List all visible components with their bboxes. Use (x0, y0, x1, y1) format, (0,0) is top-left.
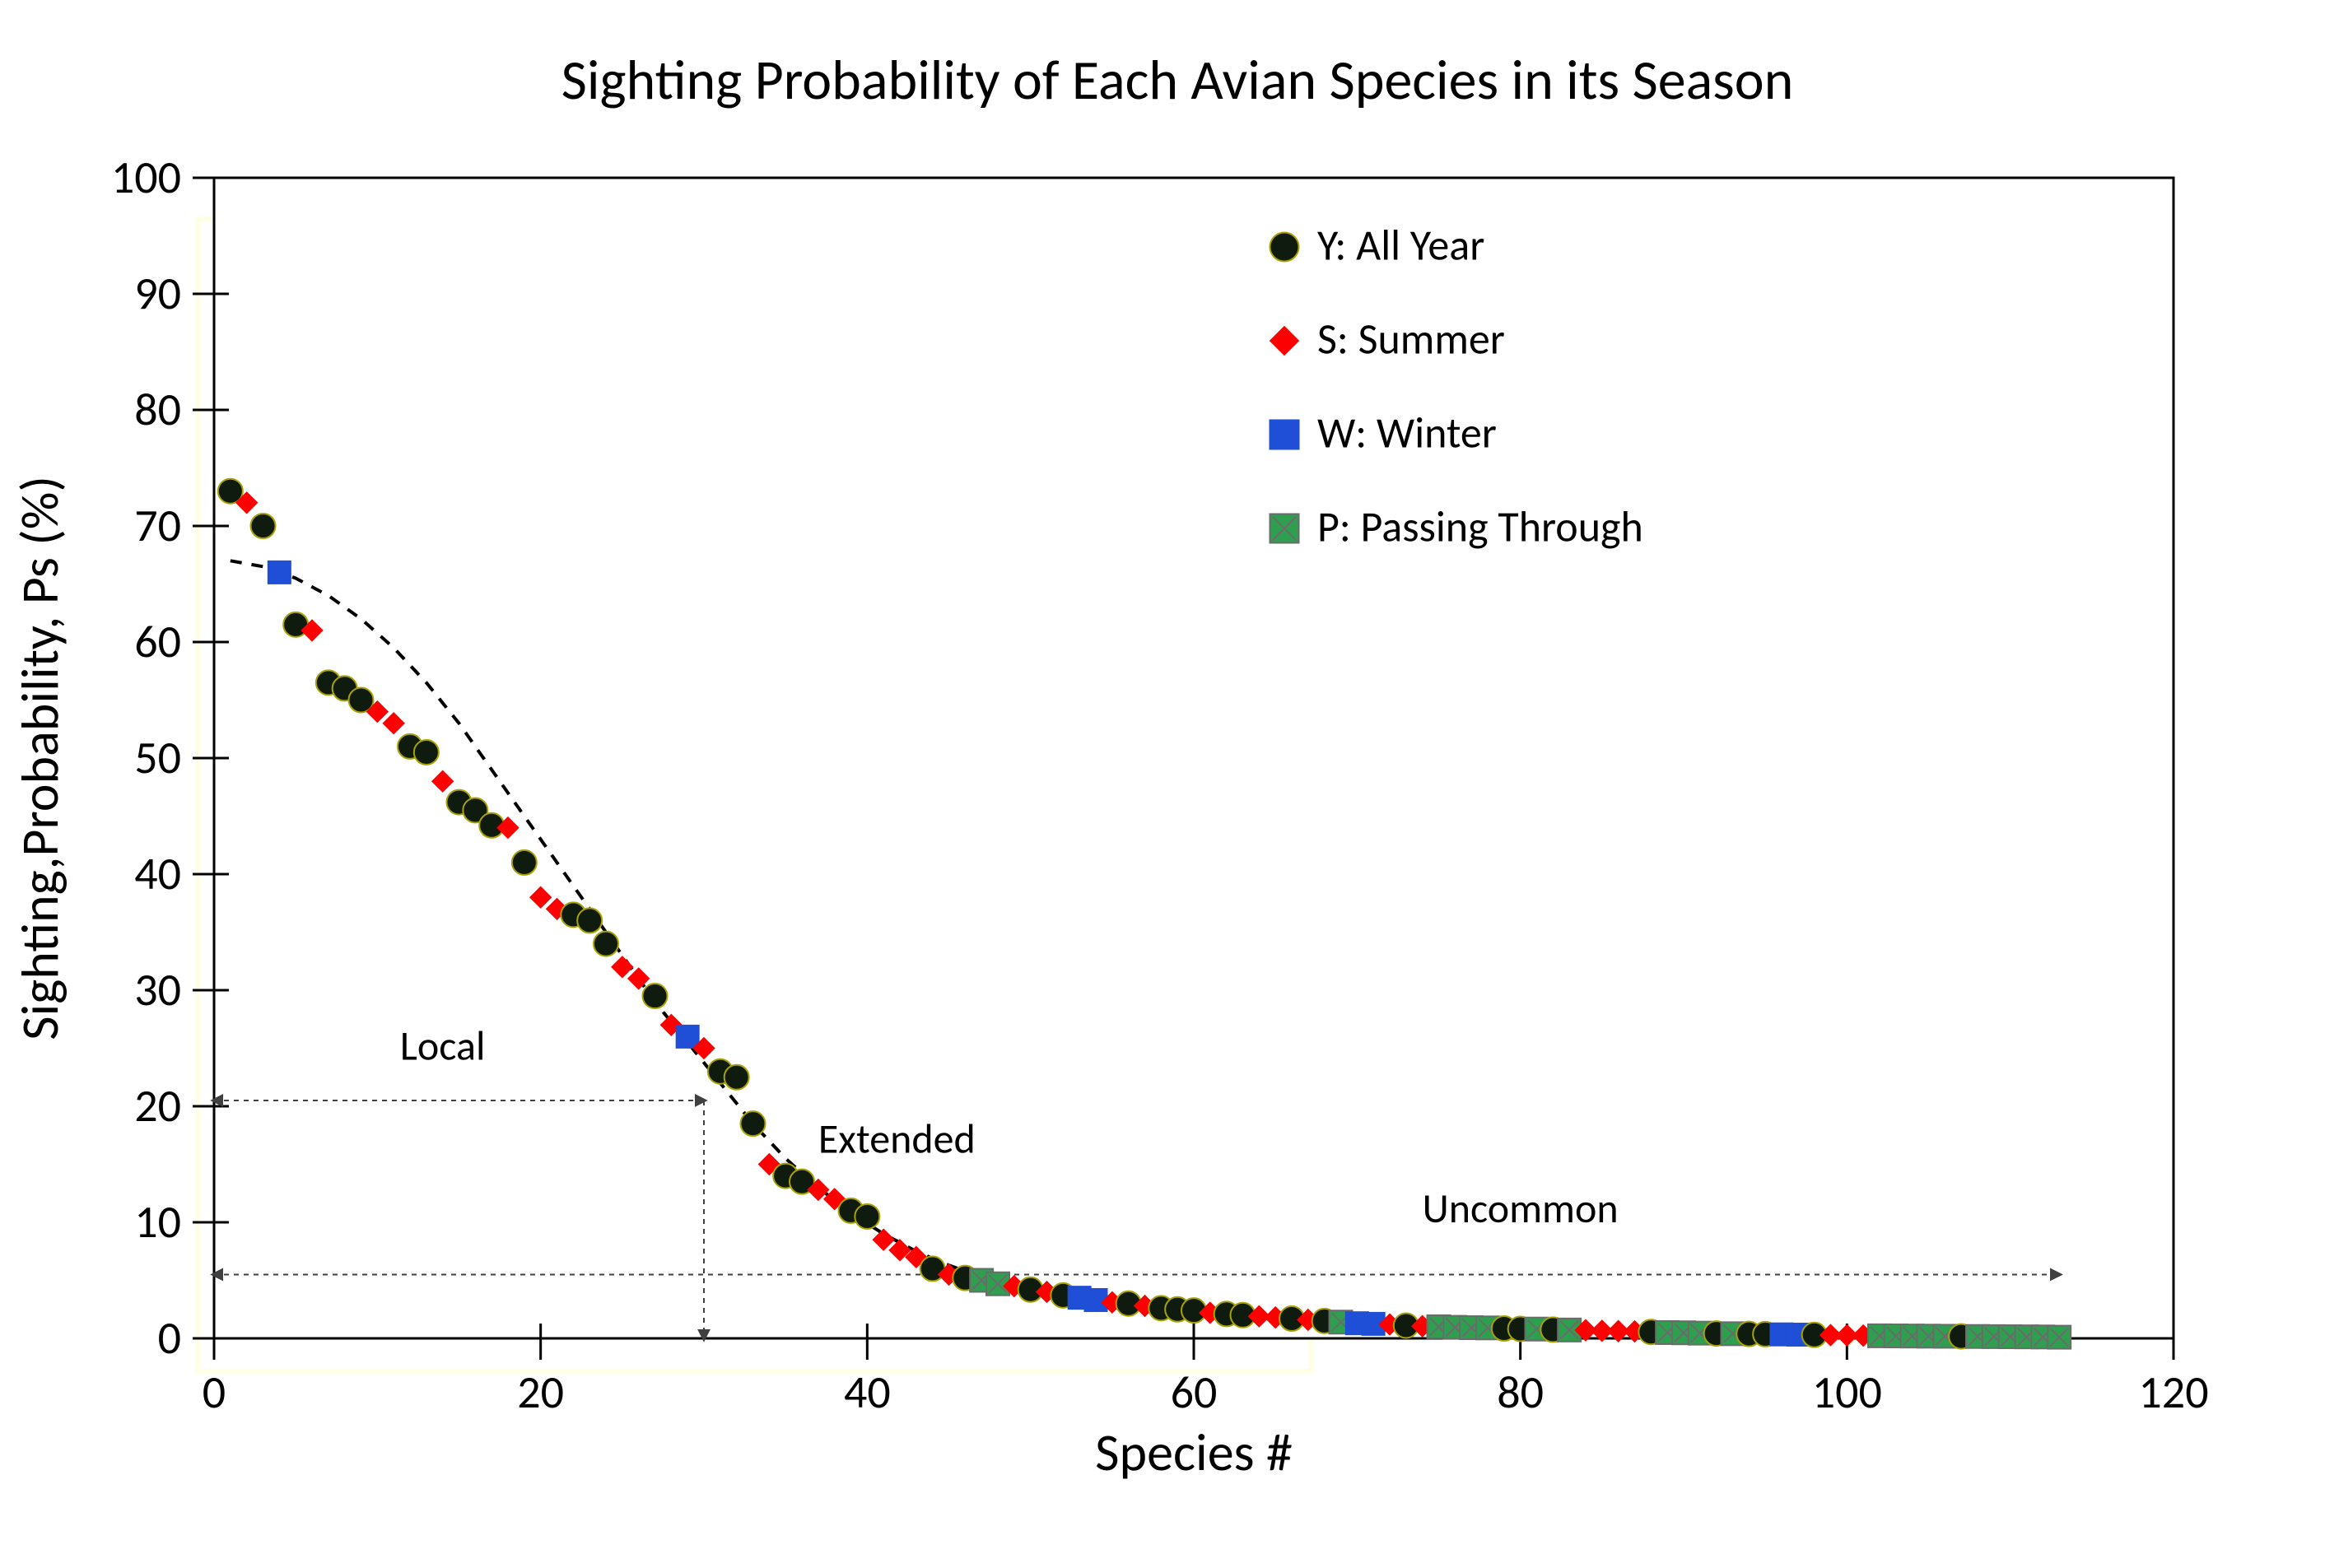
annotation-extended: Extended (818, 1114, 976, 1164)
y-axis-label: Sighting,Probability, Ps (%) (8, 476, 72, 1040)
data-point (577, 908, 602, 933)
annotation-uncommon: Uncommon (1423, 1184, 1619, 1234)
data-point (741, 1111, 766, 1136)
y-tick-label: 40 (134, 846, 181, 902)
data-point (643, 984, 668, 1008)
chart-container: 0 20 40 60 80 100 120 Species # 0 10 20 30 40 50 60 70 8… (0, 0, 2325, 1568)
y-tick-label: 20 (134, 1078, 181, 1134)
data-point (251, 514, 276, 538)
x-tick-label: 100 (1812, 1365, 1882, 1421)
y-tick-label: 80 (134, 382, 181, 438)
legend-item: P: Passing Through (1270, 500, 1643, 552)
y-tick-label: 30 (134, 962, 181, 1018)
data-point (512, 850, 537, 875)
y-tick-label: 60 (134, 614, 181, 670)
x-tick-label: 0 (203, 1365, 226, 1421)
data-point (268, 561, 291, 584)
y-tick-label: 100 (111, 150, 181, 206)
x-tick-label: 120 (2138, 1365, 2208, 1421)
y-tick-label: 90 (134, 266, 181, 322)
y-tick-label: 10 (134, 1194, 181, 1250)
y-tick-label: 0 (158, 1310, 181, 1366)
y-tick-label: 50 (134, 730, 181, 786)
legend-label: S: Summer (1317, 312, 1505, 365)
chart-title: Sighting Probability of Each Avian Speci… (561, 46, 1794, 114)
annotation-local: Local (400, 1021, 486, 1072)
legend-label: W: Winter (1317, 406, 1497, 458)
x-tick-label: 40 (844, 1365, 891, 1421)
legend-label: Y: All Year (1317, 218, 1484, 271)
legend-label: P: Passing Through (1317, 500, 1643, 552)
data-point (725, 1065, 749, 1090)
data-point (2048, 1326, 2071, 1349)
legend-marker-square-icon (1270, 421, 1299, 449)
legend-marker-circle-icon (1270, 233, 1299, 262)
data-point (414, 740, 439, 765)
plot-area (214, 178, 2174, 1338)
y-tick-label: 70 (134, 498, 181, 554)
x-tick-label: 80 (1497, 1365, 1544, 1421)
data-point (594, 932, 618, 956)
x-tick-label: 60 (1171, 1365, 1218, 1421)
x-axis-label: Species # (1095, 1421, 1293, 1485)
data-point (855, 1204, 879, 1229)
chart-svg: 0 20 40 60 80 100 120 Species # 0 10 20 30 40 50 60 70 8… (0, 0, 2325, 1568)
x-tick-label: 20 (517, 1365, 564, 1421)
data-point (676, 1025, 699, 1048)
